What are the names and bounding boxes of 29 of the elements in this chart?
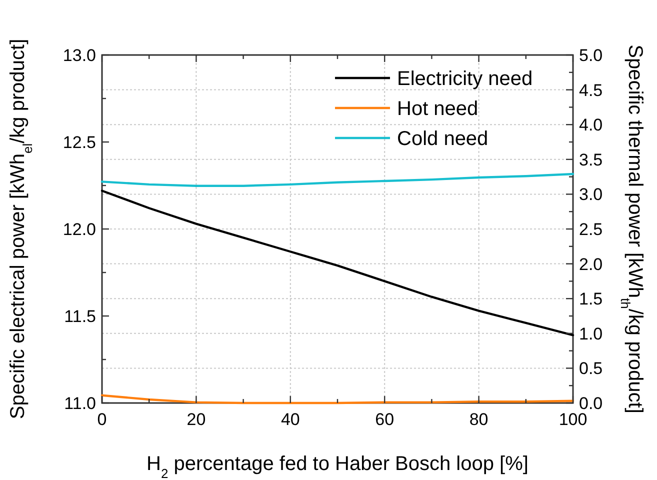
x-axis-title: H$_{2}$ percentage fed to Haber Bosch loop [%] — [146, 453, 528, 480]
y2-tick-label: 0.0 — [579, 394, 603, 413]
x-tick-label: 0 — [97, 410, 107, 429]
x-tick-label: 100 — [558, 410, 588, 429]
y2-tick-label: 4.0 — [579, 116, 603, 135]
x-tick-label: 80 — [469, 410, 488, 429]
y2-tick-label: 5.0 — [579, 46, 603, 65]
x-tick-label: 60 — [375, 410, 394, 429]
legend-label: Hot need — [397, 98, 478, 120]
y2-tick-label: 3.5 — [579, 150, 603, 170]
legend-label: Electricity need — [397, 68, 533, 90]
y-tick-label: 12.0 — [62, 220, 96, 239]
y2-tick-label: 2.0 — [579, 254, 603, 274]
x-tick-label: 40 — [280, 410, 300, 429]
y2-tick-label: 3.0 — [579, 185, 603, 204]
y2-tick-label: 2.5 — [579, 220, 603, 239]
legend-label: Cold need — [397, 128, 488, 150]
y2-tick-label: 1.5 — [579, 290, 603, 309]
line-series — [100, 394, 574, 404]
y-tick-label: 11.5 — [64, 307, 96, 326]
y-tick-label: 13.0 — [62, 46, 96, 65]
x-tick-label: 20 — [186, 410, 206, 429]
y2-tick-label: 4.5 — [579, 80, 603, 100]
line-series — [100, 172, 574, 187]
y-tick-label: 12.5 — [62, 133, 96, 152]
y-tick-label: 11.0 — [64, 394, 96, 413]
line-series — [100, 190, 574, 336]
y2-tick-label: 1.0 — [579, 324, 603, 344]
y2-tick-label: 0.5 — [579, 359, 603, 378]
